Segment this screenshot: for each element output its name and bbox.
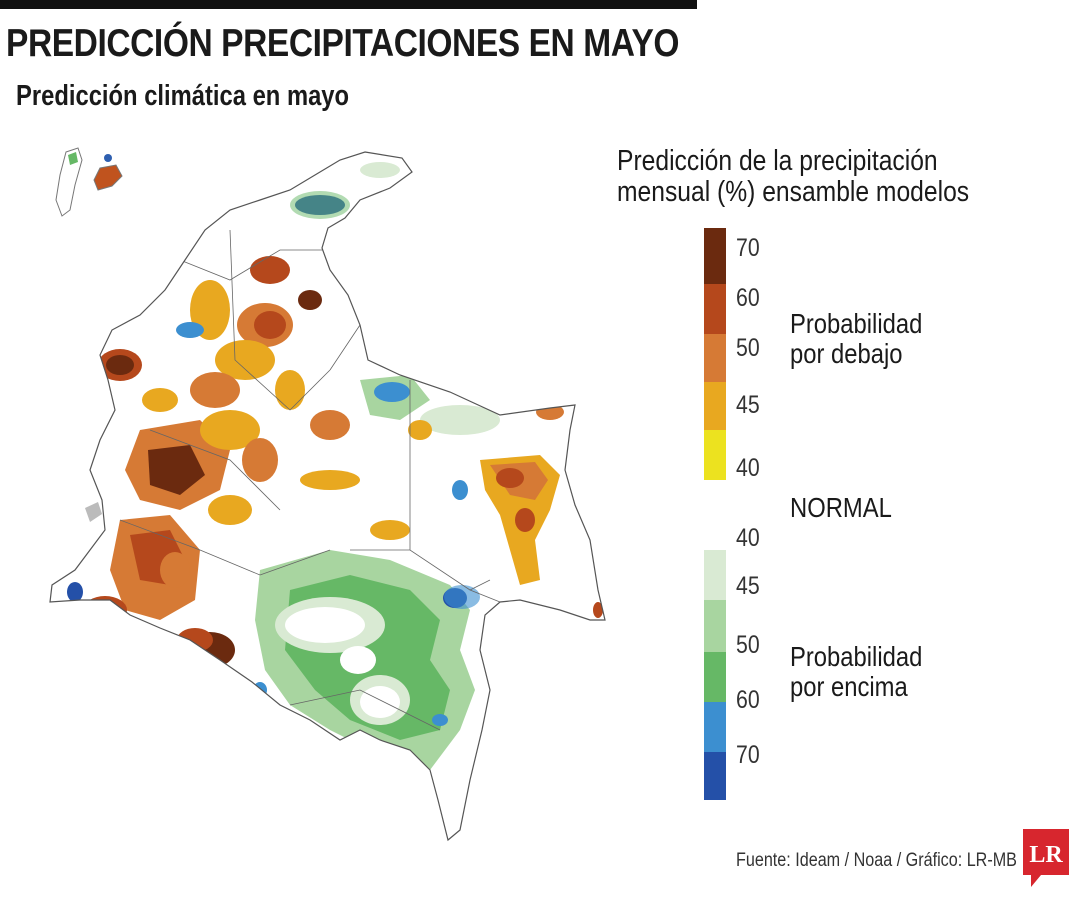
legend-swatch-below-40 <box>704 430 726 480</box>
legend-tick: 50 <box>736 334 760 362</box>
lr-logo-text: LR <box>1029 842 1063 868</box>
legend-normal-label: NORMAL <box>790 492 892 523</box>
legend-title: Predicción de la precipitación mensual (… <box>617 146 969 208</box>
providencia-island <box>93 164 123 191</box>
legend-title-line-1: Predicción de la precipitación <box>617 145 938 177</box>
legend-tick: 40 <box>736 454 760 482</box>
legend-tick: 50 <box>736 631 760 659</box>
legend-above-label-line-1: Probabilidad <box>790 641 923 672</box>
legend-tick: 60 <box>736 284 760 312</box>
legend-below-label: Probabilidad por debajo <box>790 309 922 369</box>
source-credit: Fuente: Ideam / Noaa / Gráfico: LR-MB <box>736 850 1017 871</box>
legend-above-label-line-2: por encima <box>790 671 908 702</box>
san-andres-island <box>55 147 83 217</box>
legend-swatch-normal <box>704 480 726 550</box>
legend-below-label-line-2: por debajo <box>790 338 903 369</box>
legend-swatch-above-50 <box>704 600 726 652</box>
legend-tick: 70 <box>736 234 760 262</box>
legend-title-line-2: mensual (%) ensamble modelos <box>617 176 970 208</box>
legend-tick: 70 <box>736 741 760 769</box>
legend-swatch-above-45 <box>704 550 726 600</box>
legend-color-bar <box>704 228 726 800</box>
legend-swatch-below-45 <box>704 382 726 430</box>
legend-swatch-above-70-dark <box>704 752 726 800</box>
colombia-map <box>49 147 606 842</box>
legend-above-label: Probabilidad por encima <box>790 642 922 702</box>
legend-tick: 45 <box>736 572 760 600</box>
legend-below-label-line-1: Probabilidad <box>790 308 923 339</box>
legend-swatch-above-60 <box>704 652 726 702</box>
lr-logo: LR <box>1023 829 1069 887</box>
legend-swatch-above-70-light <box>704 702 726 752</box>
malpelo-island <box>85 502 102 522</box>
top-rule <box>0 0 697 9</box>
legend-swatch-below-50 <box>704 334 726 382</box>
page-title: PREDICCIÓN PRECIPITACIONES EN MAYO <box>6 22 680 65</box>
legend-tick: 45 <box>736 391 760 419</box>
legend-swatch-below-70 <box>704 228 726 284</box>
legend-tick: 40 <box>736 524 760 552</box>
page-subtitle: Predicción climática en mayo <box>16 80 350 112</box>
legend-swatch-below-60 <box>704 284 726 334</box>
legend-tick: 60 <box>736 686 760 714</box>
